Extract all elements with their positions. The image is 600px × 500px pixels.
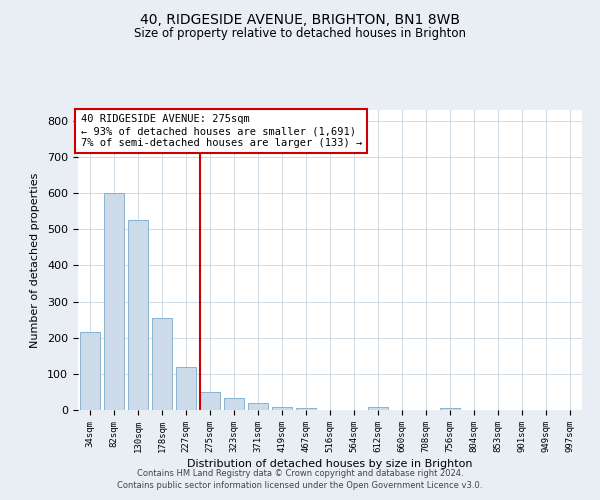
Bar <box>248 404 268 410</box>
Text: Size of property relative to detached houses in Brighton: Size of property relative to detached ho… <box>134 28 466 40</box>
Y-axis label: Number of detached properties: Number of detached properties <box>30 172 40 348</box>
Bar <box>440 408 460 410</box>
Text: Contains HM Land Registry data © Crown copyright and database right 2024.: Contains HM Land Registry data © Crown c… <box>137 468 463 477</box>
Bar <box>128 220 148 410</box>
X-axis label: Distribution of detached houses by size in Brighton: Distribution of detached houses by size … <box>187 459 473 469</box>
Bar <box>176 368 196 410</box>
Text: 40 RIDGESIDE AVENUE: 275sqm
← 93% of detached houses are smaller (1,691)
7% of s: 40 RIDGESIDE AVENUE: 275sqm ← 93% of det… <box>80 114 362 148</box>
Bar <box>296 408 316 410</box>
Bar <box>104 193 124 410</box>
Bar <box>200 392 220 410</box>
Bar <box>224 398 244 410</box>
Bar <box>272 407 292 410</box>
Bar <box>80 332 100 410</box>
Bar <box>368 408 388 410</box>
Text: 40, RIDGESIDE AVENUE, BRIGHTON, BN1 8WB: 40, RIDGESIDE AVENUE, BRIGHTON, BN1 8WB <box>140 12 460 26</box>
Text: Contains public sector information licensed under the Open Government Licence v3: Contains public sector information licen… <box>118 481 482 490</box>
Bar <box>152 318 172 410</box>
